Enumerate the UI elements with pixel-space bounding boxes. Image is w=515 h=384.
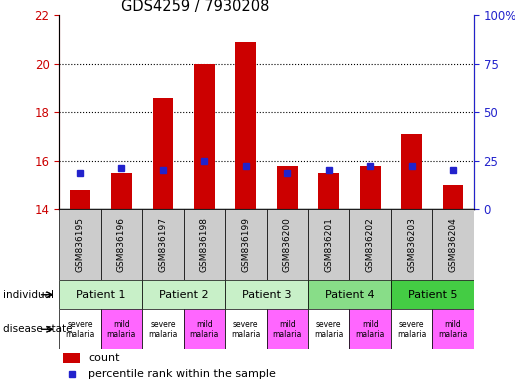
Text: mild
malaria: mild malaria	[438, 319, 468, 339]
Text: Patient 1: Patient 1	[76, 290, 126, 300]
Bar	[433, 309, 474, 349]
Bar	[142, 309, 183, 349]
Text: GSM836198: GSM836198	[200, 217, 209, 272]
Bar	[235, 42, 256, 209]
Text: GSM836203: GSM836203	[407, 217, 416, 272]
Text: GSM836204: GSM836204	[449, 217, 457, 272]
Text: GSM836197: GSM836197	[159, 217, 167, 272]
Text: Patient 5: Patient 5	[407, 290, 457, 300]
Bar	[101, 209, 142, 280]
Text: GSM836196: GSM836196	[117, 217, 126, 272]
Text: GSM836201: GSM836201	[324, 217, 333, 272]
Text: GSM836195: GSM836195	[76, 217, 84, 272]
Bar	[267, 309, 308, 349]
Text: GSM836199: GSM836199	[242, 217, 250, 272]
Bar	[318, 173, 339, 209]
Bar	[142, 280, 225, 309]
Bar	[111, 173, 132, 209]
Text: GDS4259 / 7930208: GDS4259 / 7930208	[122, 0, 270, 14]
Text: count: count	[88, 353, 120, 363]
Text: mild
malaria: mild malaria	[272, 319, 302, 339]
Text: individual: individual	[3, 290, 54, 300]
Bar	[152, 98, 173, 209]
Bar	[70, 190, 90, 209]
Bar	[308, 309, 349, 349]
Bar	[59, 309, 101, 349]
Bar	[277, 166, 298, 209]
Bar	[59, 280, 142, 309]
Bar	[267, 209, 308, 280]
Text: severe
malaria: severe malaria	[148, 319, 178, 339]
Text: severe
malaria: severe malaria	[397, 319, 426, 339]
Bar	[225, 280, 308, 309]
Bar	[443, 185, 464, 209]
Text: Patient 3: Patient 3	[242, 290, 291, 300]
Bar	[391, 280, 474, 309]
Bar	[433, 209, 474, 280]
Text: GSM836200: GSM836200	[283, 217, 291, 272]
Bar	[225, 309, 267, 349]
Bar	[184, 309, 225, 349]
Bar	[59, 209, 101, 280]
Bar	[194, 64, 215, 209]
Bar	[184, 209, 225, 280]
Text: mild
malaria: mild malaria	[355, 319, 385, 339]
Bar	[391, 309, 433, 349]
Text: GSM836202: GSM836202	[366, 217, 374, 272]
Text: mild
malaria: mild malaria	[190, 319, 219, 339]
Bar	[401, 134, 422, 209]
Bar	[349, 209, 391, 280]
Bar	[142, 209, 183, 280]
Text: percentile rank within the sample: percentile rank within the sample	[88, 369, 276, 379]
Text: severe
malaria: severe malaria	[231, 319, 261, 339]
Text: Patient 4: Patient 4	[324, 290, 374, 300]
Bar	[63, 353, 80, 363]
Bar	[391, 209, 433, 280]
Text: Patient 2: Patient 2	[159, 290, 209, 300]
Text: disease state: disease state	[3, 324, 72, 334]
Bar	[349, 309, 391, 349]
Bar	[101, 309, 142, 349]
Bar	[308, 280, 391, 309]
Bar	[308, 209, 349, 280]
Bar	[360, 166, 381, 209]
Text: severe
malaria: severe malaria	[65, 319, 95, 339]
Text: severe
malaria: severe malaria	[314, 319, 344, 339]
Text: mild
malaria: mild malaria	[107, 319, 136, 339]
Bar	[225, 209, 267, 280]
